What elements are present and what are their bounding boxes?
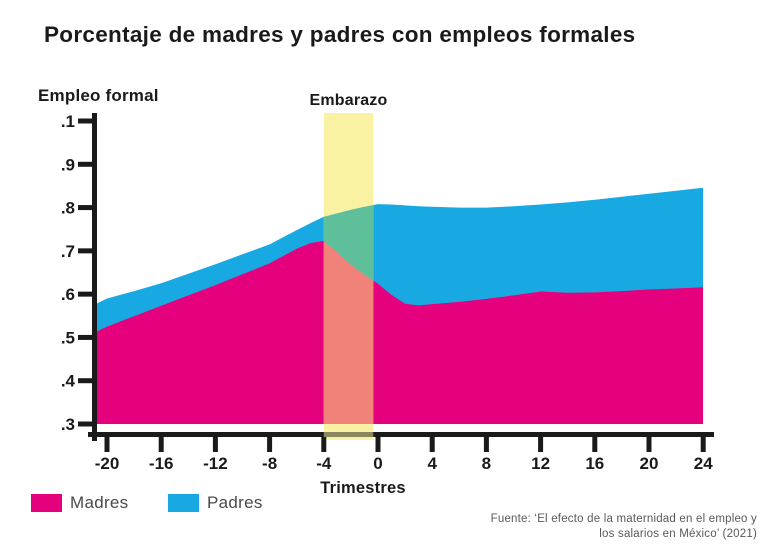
x-axis-line bbox=[88, 432, 714, 437]
x-tick-label: 0 bbox=[373, 454, 382, 473]
madres-swatch bbox=[31, 494, 62, 512]
y-tick bbox=[78, 118, 92, 124]
x-tick-label: -20 bbox=[95, 454, 120, 473]
x-tick-label: 4 bbox=[427, 454, 437, 473]
padres-legend-label: Padres bbox=[207, 493, 263, 512]
source-line-2: los salarios en México’ (2021) bbox=[599, 528, 757, 540]
padres-swatch bbox=[168, 494, 199, 512]
x-tick-label: -16 bbox=[149, 454, 174, 473]
y-tick bbox=[78, 291, 92, 297]
madres-legend-label: Madres bbox=[70, 493, 129, 512]
y-axis-title: Empleo formal bbox=[38, 86, 159, 105]
y-tick-label: .7 bbox=[61, 242, 75, 261]
source-note: Fuente: ‘El efecto de la maternidad en e… bbox=[357, 512, 757, 542]
y-tick-label: .5 bbox=[61, 328, 75, 347]
y-tick bbox=[78, 421, 92, 427]
y-tick-label: .9 bbox=[61, 155, 75, 174]
x-tick bbox=[158, 437, 164, 452]
chart-title: Porcentaje de madres y padres con empleo… bbox=[44, 22, 636, 47]
y-tick-label: .4 bbox=[61, 372, 76, 391]
x-tick-label: -12 bbox=[203, 454, 228, 473]
y-tick-label: .1 bbox=[61, 112, 75, 131]
y-tick bbox=[78, 161, 92, 167]
y-tick-label: .6 bbox=[61, 285, 75, 304]
y-tick bbox=[78, 378, 92, 384]
y-tick-label: .3 bbox=[61, 415, 75, 434]
x-tick bbox=[375, 437, 381, 452]
legend: Madres Padres bbox=[0, 493, 768, 515]
y-tick bbox=[78, 334, 92, 340]
embarazo-band-over-axis bbox=[323, 431, 374, 440]
x-tick-label: 24 bbox=[694, 454, 713, 473]
x-tick bbox=[646, 437, 652, 452]
x-tick-label: 20 bbox=[640, 454, 659, 473]
x-tick-label: -4 bbox=[316, 454, 332, 473]
x-tick bbox=[267, 437, 273, 452]
madres-area bbox=[97, 240, 703, 424]
x-tick bbox=[104, 437, 110, 452]
x-tick bbox=[700, 437, 706, 452]
x-tick bbox=[321, 437, 327, 452]
x-tick bbox=[429, 437, 435, 452]
y-tick bbox=[78, 205, 92, 211]
y-tick-label: .8 bbox=[61, 199, 75, 218]
x-tick bbox=[538, 437, 544, 452]
pregnancy-band-label: Embarazo bbox=[309, 92, 388, 109]
x-tick-label: 16 bbox=[585, 454, 604, 473]
y-axis-line bbox=[92, 113, 97, 441]
x-tick-label: 12 bbox=[531, 454, 550, 473]
x-axis-title: Trimestres bbox=[320, 479, 406, 497]
x-tick bbox=[592, 437, 598, 452]
x-tick-label: 8 bbox=[482, 454, 491, 473]
plot-area bbox=[97, 187, 703, 424]
x-tick-label: -8 bbox=[262, 454, 277, 473]
x-tick bbox=[483, 437, 489, 452]
y-tick bbox=[78, 248, 92, 254]
source-line-1: Fuente: ‘El efecto de la maternidad en e… bbox=[490, 513, 757, 525]
x-tick bbox=[212, 437, 218, 452]
